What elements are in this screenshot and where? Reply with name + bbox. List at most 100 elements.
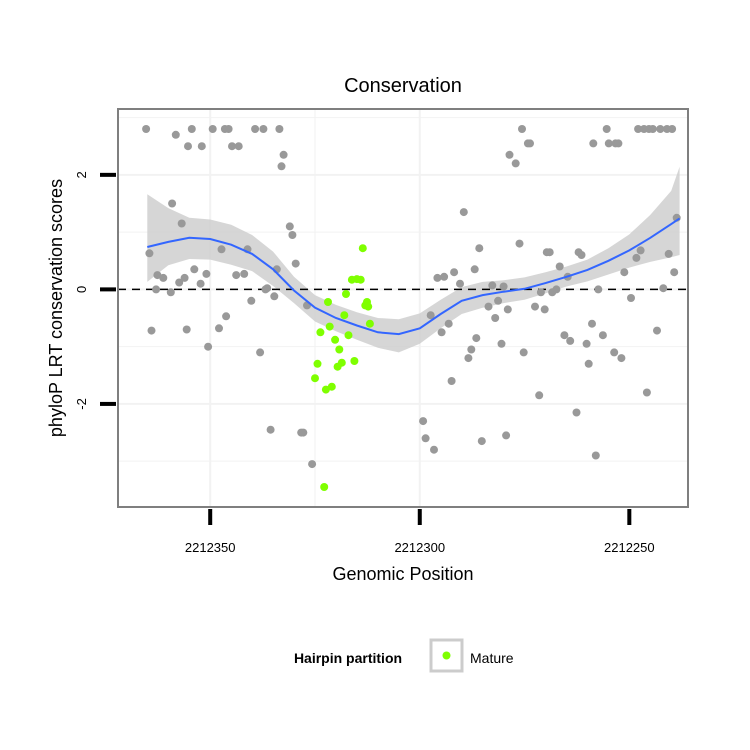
data-point bbox=[444, 319, 453, 328]
data-point bbox=[577, 251, 586, 259]
data-point bbox=[627, 294, 635, 302]
data-point bbox=[497, 339, 506, 348]
data-point bbox=[175, 278, 184, 287]
mature-data-point bbox=[350, 357, 359, 365]
mature-data-point bbox=[316, 328, 325, 337]
data-point bbox=[518, 125, 526, 133]
legend-title: Hairpin partition bbox=[294, 650, 402, 666]
data-point bbox=[540, 305, 549, 314]
data-point bbox=[222, 312, 231, 321]
data-point bbox=[598, 331, 607, 340]
data-point bbox=[459, 208, 468, 217]
data-point bbox=[196, 279, 205, 288]
data-point bbox=[620, 268, 629, 277]
mature-data-point bbox=[325, 322, 334, 331]
y-tick-label: -2 bbox=[74, 398, 89, 410]
data-point bbox=[484, 302, 493, 311]
data-point bbox=[475, 244, 484, 253]
data-point bbox=[582, 339, 591, 348]
mature-data-point bbox=[324, 298, 332, 306]
x-axis: 2212350 2212300 2212250 bbox=[185, 509, 655, 555]
data-point bbox=[604, 139, 613, 148]
data-point bbox=[670, 268, 679, 277]
mature-data-point bbox=[364, 302, 373, 311]
panel-background bbox=[118, 109, 688, 507]
data-point bbox=[440, 272, 449, 281]
data-point bbox=[190, 265, 199, 274]
data-point bbox=[659, 284, 668, 293]
data-point bbox=[247, 296, 256, 305]
data-point bbox=[171, 130, 180, 139]
data-point bbox=[433, 273, 442, 282]
mature-data-point bbox=[340, 311, 349, 320]
data-point bbox=[572, 408, 581, 417]
data-point bbox=[566, 336, 575, 345]
data-point bbox=[594, 285, 603, 294]
data-point bbox=[147, 326, 156, 335]
data-point bbox=[308, 460, 317, 469]
x-tick-label: 2212300 bbox=[394, 540, 445, 555]
mature-data-point bbox=[344, 331, 353, 340]
legend-label-mature: Mature bbox=[470, 650, 514, 666]
mature-data-point bbox=[358, 244, 367, 253]
mature-data-point bbox=[311, 374, 319, 383]
data-point bbox=[208, 125, 217, 133]
x-axis-title: Genomic Position bbox=[332, 564, 473, 584]
data-point bbox=[450, 268, 459, 277]
data-point bbox=[560, 331, 569, 340]
data-point bbox=[589, 139, 598, 148]
mature-data-point bbox=[342, 290, 350, 298]
smooth-line bbox=[147, 217, 681, 336]
data-point bbox=[505, 150, 514, 159]
data-point bbox=[591, 451, 600, 460]
data-point bbox=[472, 334, 481, 343]
legend-key-mature bbox=[429, 638, 464, 673]
data-point bbox=[291, 259, 300, 268]
data-point bbox=[159, 273, 168, 282]
data-point bbox=[228, 142, 236, 151]
data-point bbox=[270, 292, 279, 301]
data-point bbox=[555, 262, 564, 271]
data-point bbox=[614, 139, 623, 148]
y-axis: -2 0 2 bbox=[74, 171, 116, 410]
data-point bbox=[536, 288, 545, 297]
data-point bbox=[491, 314, 500, 322]
data-point bbox=[477, 437, 486, 446]
mature-data-point bbox=[331, 335, 340, 344]
mature-data-point bbox=[327, 382, 336, 391]
legend-key-mature-point bbox=[442, 651, 451, 660]
data-point bbox=[617, 354, 626, 363]
data-point bbox=[552, 285, 561, 294]
data-point bbox=[545, 248, 554, 257]
panel-border bbox=[117, 108, 689, 508]
data-point bbox=[184, 142, 192, 151]
data-point bbox=[648, 125, 657, 133]
y-tick-label: 2 bbox=[74, 171, 89, 178]
data-point bbox=[602, 125, 611, 133]
data-point bbox=[152, 285, 161, 294]
data-point bbox=[285, 222, 294, 231]
plot-panel bbox=[117, 108, 689, 508]
data-point bbox=[234, 142, 243, 151]
data-point bbox=[653, 326, 661, 335]
points bbox=[142, 125, 681, 491]
data-point bbox=[610, 348, 619, 357]
data-point bbox=[421, 434, 430, 443]
data-point bbox=[259, 125, 268, 133]
x-tick-label: 2212350 bbox=[185, 540, 236, 555]
data-point bbox=[430, 445, 438, 454]
data-point bbox=[535, 391, 544, 400]
confidence-band bbox=[147, 166, 680, 353]
data-point bbox=[467, 345, 476, 354]
mature-data-point bbox=[337, 358, 346, 367]
data-point bbox=[642, 388, 651, 397]
data-point bbox=[584, 359, 593, 368]
data-point bbox=[511, 159, 520, 168]
data-point bbox=[182, 325, 191, 334]
data-point bbox=[240, 269, 249, 278]
data-point bbox=[277, 162, 286, 171]
y-axis-title: phyloP LRT conservation scores bbox=[46, 179, 66, 437]
data-point bbox=[632, 253, 641, 262]
data-point bbox=[464, 354, 473, 363]
data-point bbox=[515, 239, 524, 248]
